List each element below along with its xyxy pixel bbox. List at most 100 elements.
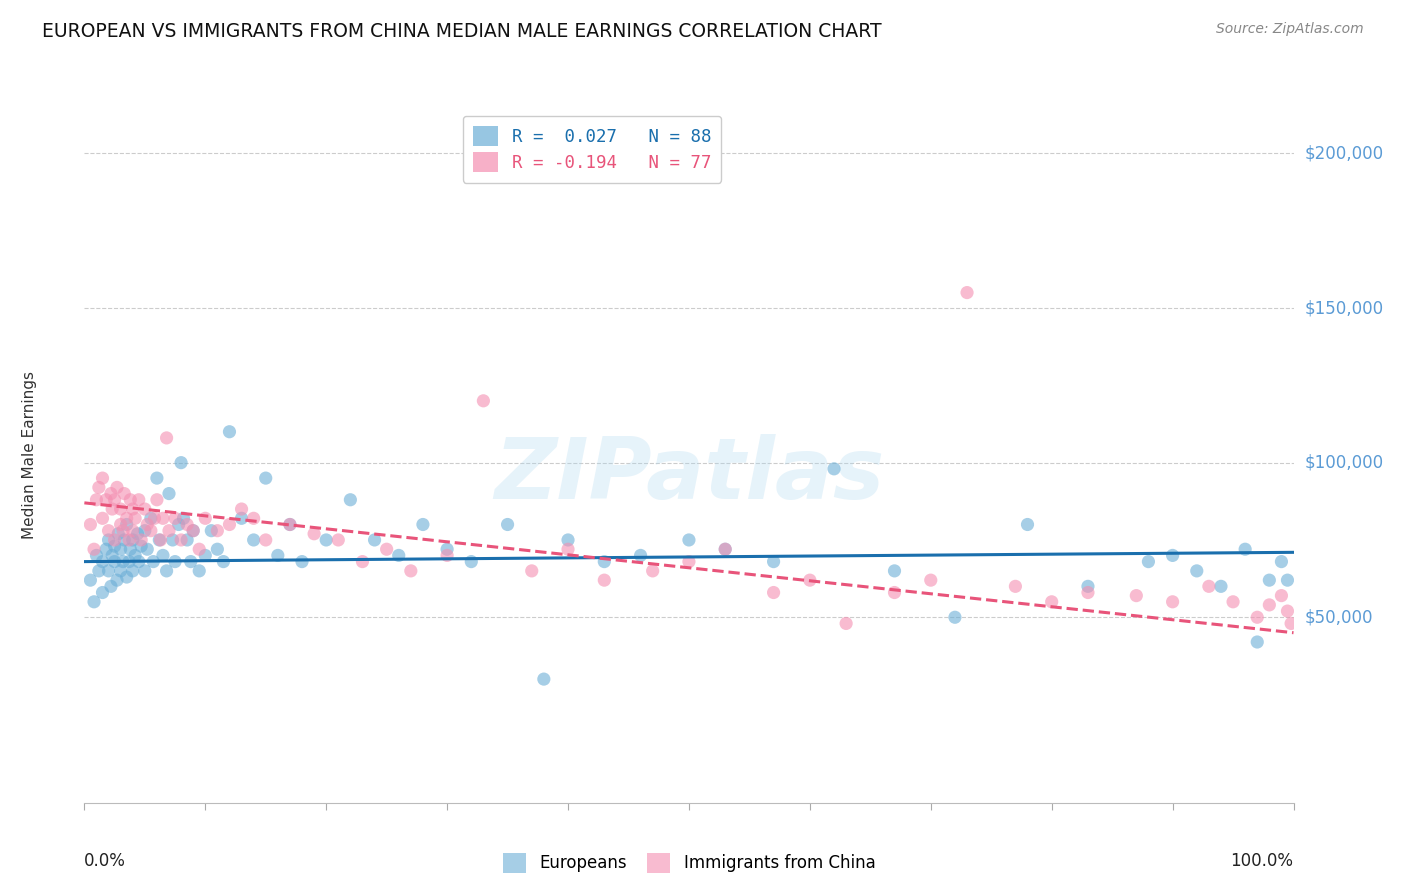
Point [104, 492, 127, 507]
Point [181, 524, 204, 538]
Point [139, 511, 162, 525]
Point [1161, 595, 1184, 609]
Point [112, 533, 135, 547]
Point [496, 517, 519, 532]
Point [142, 555, 165, 569]
Point [956, 285, 979, 300]
Point [97, 564, 120, 578]
Point [163, 511, 186, 525]
Point [107, 526, 129, 541]
Point [1185, 564, 1208, 578]
Point [1004, 579, 1026, 593]
Point [91, 471, 114, 485]
Point [1198, 579, 1220, 593]
Point [212, 555, 235, 569]
Point [162, 533, 184, 547]
Point [91, 585, 114, 599]
Text: $200,000: $200,000 [1305, 145, 1384, 162]
Point [920, 573, 942, 587]
Point [436, 542, 458, 557]
Point [173, 511, 195, 525]
Point [823, 462, 845, 476]
Point [1258, 598, 1281, 612]
Point [714, 542, 737, 557]
Point [1209, 579, 1232, 593]
Point [678, 533, 700, 547]
Point [97, 533, 120, 547]
Point [678, 555, 700, 569]
Point [104, 555, 127, 569]
Point [1277, 573, 1299, 587]
Point [110, 542, 132, 557]
Point [254, 471, 277, 485]
Point [1077, 585, 1099, 599]
Point [128, 555, 150, 569]
Point [112, 486, 135, 500]
Point [152, 511, 174, 525]
Point [134, 524, 156, 538]
Point [112, 555, 135, 569]
Point [118, 555, 141, 569]
Point [170, 456, 193, 470]
Point [134, 502, 156, 516]
Legend: Europeans, Immigrants from China: Europeans, Immigrants from China [496, 847, 882, 880]
Point [399, 564, 422, 578]
Point [129, 533, 152, 547]
Point [291, 555, 314, 569]
Text: $100,000: $100,000 [1305, 454, 1384, 472]
Point [1277, 604, 1299, 618]
Point [110, 517, 132, 532]
Point [100, 486, 122, 500]
Point [155, 564, 177, 578]
Point [1246, 635, 1268, 649]
Point [134, 564, 156, 578]
Point [472, 393, 495, 408]
Point [157, 486, 180, 500]
Point [112, 524, 135, 538]
Point [83, 595, 105, 609]
Point [157, 524, 180, 538]
Point [146, 492, 169, 507]
Point [1258, 573, 1281, 587]
Point [1222, 595, 1244, 609]
Text: 100.0%: 100.0% [1230, 852, 1294, 870]
Point [87, 564, 110, 578]
Point [121, 524, 143, 538]
Point [1077, 579, 1099, 593]
Point [167, 517, 190, 532]
Point [86, 549, 108, 563]
Point [278, 517, 301, 532]
Point [188, 564, 211, 578]
Point [520, 564, 543, 578]
Point [1279, 616, 1302, 631]
Point [363, 533, 385, 547]
Text: Median Male Earnings: Median Male Earnings [22, 371, 38, 539]
Point [91, 511, 114, 525]
Text: Source: ZipAtlas.com: Source: ZipAtlas.com [1216, 22, 1364, 37]
Point [120, 542, 142, 557]
Point [883, 585, 905, 599]
Point [176, 517, 198, 532]
Point [762, 555, 785, 569]
Point [79, 517, 101, 532]
Point [124, 511, 146, 525]
Point [943, 610, 966, 624]
Point [149, 533, 172, 547]
Point [100, 579, 122, 593]
Point [128, 492, 150, 507]
Point [79, 573, 101, 587]
Point [170, 533, 193, 547]
Point [115, 511, 138, 525]
Point [883, 564, 905, 578]
Point [200, 524, 222, 538]
Point [180, 555, 202, 569]
Point [242, 533, 264, 547]
Point [129, 539, 152, 553]
Point [278, 517, 301, 532]
Point [267, 549, 290, 563]
Point [188, 542, 211, 557]
Point [118, 533, 141, 547]
Text: ZIPatlas: ZIPatlas [494, 434, 884, 517]
Point [136, 517, 159, 532]
Point [152, 549, 174, 563]
